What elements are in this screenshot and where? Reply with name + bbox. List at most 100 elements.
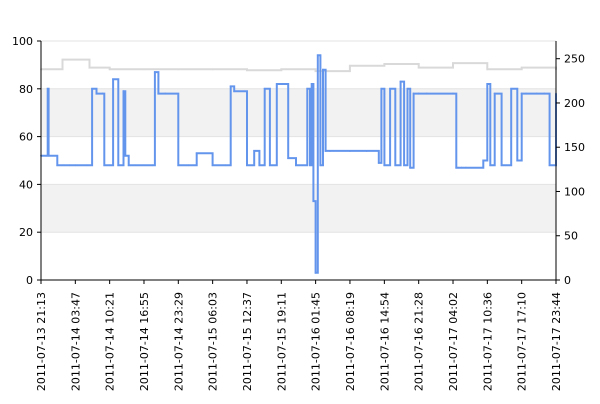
series-2-point — [457, 166, 459, 169]
y-left-tick-label: 0 — [26, 274, 33, 287]
series-2-point — [187, 164, 190, 167]
series-2-point — [157, 92, 160, 95]
series-2-point — [409, 166, 412, 169]
series-1-point — [417, 66, 420, 69]
series-2-point — [211, 164, 214, 167]
series-1-point — [143, 68, 145, 71]
series-2-point — [229, 85, 232, 88]
series-2-point — [425, 92, 428, 95]
series-2-point — [365, 150, 368, 152]
series-2-point — [151, 164, 154, 167]
grid-band — [41, 232, 556, 280]
series-2-point — [349, 150, 351, 152]
series-1-point — [88, 66, 91, 69]
series-2-point — [460, 166, 463, 169]
series-2-point — [403, 164, 405, 167]
series-2-point — [295, 164, 297, 167]
x-tick-label: 2011-07-16 01:45 — [310, 292, 323, 391]
series-1-point — [383, 63, 386, 65]
y-right-tick-label: 200 — [564, 97, 585, 110]
grid-band — [41, 136, 556, 185]
y-right-tick-label: 250 — [564, 53, 585, 66]
series-2-point — [268, 164, 271, 167]
series-1-point — [74, 58, 77, 61]
series-2-point — [412, 92, 415, 95]
series-2-point — [68, 164, 71, 167]
series-2-point — [482, 159, 485, 162]
series-2-point — [455, 166, 458, 169]
series-2-point — [143, 164, 145, 167]
x-tick-label: 2011-07-15 19:11 — [275, 292, 288, 391]
series-2-point — [377, 161, 380, 164]
x-tick-label: 2011-07-15 06:03 — [207, 292, 220, 391]
x-tick-label: 2011-07-14 10:21 — [104, 292, 117, 391]
series-2-point — [86, 164, 88, 167]
series-2-point — [535, 92, 538, 95]
series-1-point — [246, 69, 248, 72]
x-tick-label: 2011-07-16 08:19 — [344, 292, 357, 391]
series-2-point — [399, 80, 402, 83]
series-2-point — [124, 154, 127, 157]
series-2-point — [108, 164, 111, 167]
series-2-point — [493, 92, 496, 95]
series-2-point — [548, 164, 551, 167]
series-2-point — [312, 200, 315, 203]
series-1-point — [177, 68, 180, 71]
y-left-tick-label: 100 — [12, 35, 33, 48]
series-2-point — [233, 90, 236, 93]
series-2-point — [224, 164, 227, 167]
axes-layer: 0 20 40 60 80 100 0 50 100 150 200 250 2011-07-13 21… — [12, 35, 585, 391]
grid-band — [41, 88, 556, 137]
series-1-point — [452, 62, 454, 65]
series-2-point — [500, 164, 503, 167]
series-2-point — [394, 164, 397, 167]
grid-band — [41, 184, 556, 233]
series-1-point — [520, 66, 523, 69]
series-2-point — [45, 154, 48, 157]
grid-band — [41, 41, 556, 89]
series-1-point — [486, 68, 489, 71]
series-2-point — [389, 87, 392, 90]
x-tick-label: 2011-07-14 03:47 — [69, 292, 82, 391]
series-2-point — [103, 164, 106, 167]
series-2-point — [510, 87, 513, 90]
series-2-point — [314, 271, 317, 274]
series-2-point — [383, 164, 386, 167]
series-2-point — [486, 83, 489, 85]
series-2-point — [112, 78, 114, 81]
series-2-point — [258, 164, 261, 167]
series-2-point — [520, 92, 523, 95]
y-right-tick-label: 150 — [564, 141, 585, 154]
y-left-tick-label: 80 — [19, 83, 33, 96]
x-tick-label: 2011-07-15 12:37 — [241, 292, 254, 391]
series-2-point — [309, 164, 311, 167]
x-tick-label: 2011-07-17 23:44 — [550, 292, 563, 391]
series-2-point — [329, 150, 331, 152]
series-2-point — [306, 87, 309, 90]
series-2-point — [263, 87, 266, 90]
series-2-point — [164, 92, 167, 95]
series-2-point — [117, 164, 120, 167]
y-right-tick-label: 0 — [564, 274, 571, 287]
series-2-point — [195, 152, 198, 155]
series-2-point — [253, 150, 256, 152]
series-2-point — [417, 92, 420, 95]
series-2-point — [246, 164, 248, 167]
series-2-point — [543, 92, 546, 95]
series-2-point — [322, 68, 324, 71]
y-left-tick-label: 60 — [19, 131, 33, 144]
series-2-point — [324, 150, 327, 152]
x-tick-label: 2011-07-17 17:10 — [516, 292, 529, 391]
series-2-point — [56, 164, 59, 167]
series-2-point — [46, 87, 49, 90]
series-2-point — [489, 164, 492, 167]
y-left-tick-label: 40 — [19, 178, 33, 191]
series-2-point — [275, 83, 278, 85]
x-tick-label: 2011-07-17 04:02 — [447, 292, 460, 391]
series-2-point — [525, 92, 527, 95]
series-2-point — [122, 90, 125, 93]
series-2-point — [319, 164, 322, 167]
series-1-point — [108, 68, 111, 71]
y-right-tick-label: 100 — [564, 185, 585, 198]
